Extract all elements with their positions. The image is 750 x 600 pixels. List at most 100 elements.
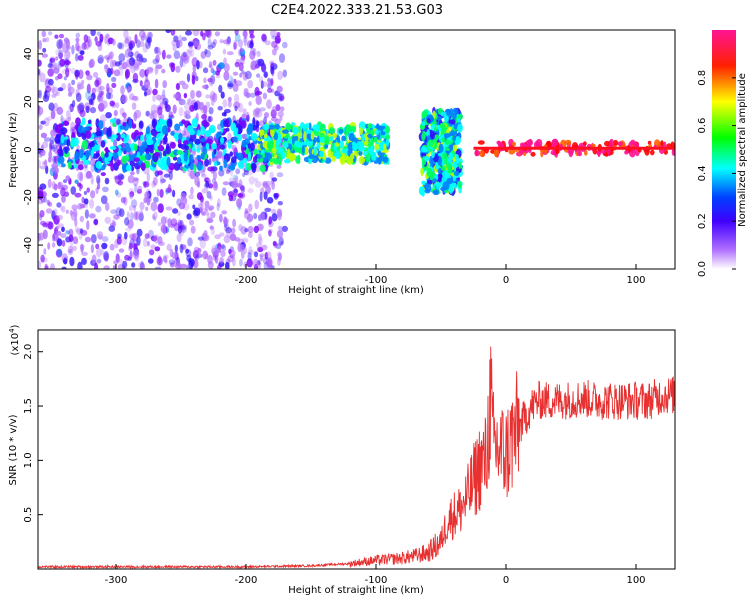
spectrogram-cell — [68, 86, 75, 95]
spectrogram-cell — [262, 182, 269, 189]
spectrogram-cell — [493, 147, 499, 158]
snr-y-ticks: 0.5 1.0 1.5 2.0 — [23, 344, 43, 523]
spectrogram-cell — [226, 51, 234, 56]
spectrogram-cell — [40, 144, 44, 154]
spectrogram-cell — [248, 203, 253, 212]
spectrogram-cell — [477, 140, 485, 145]
spectrogram-cell — [176, 150, 183, 155]
spectrogram-cell — [52, 146, 56, 153]
spectrogram-cell — [133, 58, 140, 69]
spectrogram-cell — [446, 162, 452, 170]
spectrogram-cell — [128, 57, 135, 66]
spectrogram-cell — [40, 220, 47, 226]
spectrogram-cell — [79, 228, 84, 234]
spectrogram-cell — [201, 169, 205, 176]
spectrogram-cell — [348, 158, 354, 164]
spectrogram-cell — [255, 95, 262, 106]
spectrogram-cell — [65, 175, 71, 181]
spectrogram-cell — [105, 112, 112, 119]
spectrogram-cell — [234, 237, 241, 242]
spectrogram-cell — [177, 211, 181, 216]
spectrogram-cell — [59, 58, 66, 67]
spectrogram-cell — [254, 199, 259, 210]
spectrogram-cell — [204, 253, 210, 260]
spectrogram-cell — [247, 151, 252, 161]
spectrogram-cell — [247, 232, 253, 238]
spectrogram-cell — [112, 265, 117, 269]
spectrogram-cell — [227, 255, 235, 263]
spectrogram-cell — [263, 133, 268, 139]
spectrogram-cell — [199, 125, 206, 136]
spectrogram-cell — [90, 190, 96, 199]
spectrogram-cell — [42, 47, 47, 53]
spectrogram-cell — [286, 148, 291, 159]
spectrogram-cell — [155, 64, 163, 70]
spectrogram-cell — [219, 257, 224, 264]
spectrogram-cell — [332, 132, 337, 139]
spectrogram-cell — [209, 225, 214, 230]
spectrogram-cell — [126, 164, 132, 172]
spectrogram-cell — [207, 166, 214, 172]
spectrogram-cell — [140, 260, 144, 269]
spectrogram-cell — [162, 49, 166, 60]
spectrogram-cell — [139, 68, 146, 78]
spectrogram-cell — [225, 227, 232, 234]
spectrogram-cell — [314, 123, 320, 132]
colorbar: 0.0 0.2 0.4 0.6 0.8 Normalized spectral ampl… — [697, 30, 748, 277]
spectrogram-cell — [124, 48, 131, 58]
spectrogram-cell — [173, 93, 179, 99]
spectrogram-cell — [38, 260, 42, 269]
spectrogram-cell — [52, 86, 59, 96]
spectrogram-cell — [212, 70, 217, 76]
spectrogram-cell — [259, 164, 266, 173]
spectrogram-cell — [671, 148, 675, 156]
spectrogram-cell — [441, 171, 448, 177]
spectrogram-cell — [134, 109, 142, 119]
spectrogram-cell — [61, 226, 65, 232]
spectrogram-cell — [246, 162, 251, 172]
spectrogram-cell — [172, 189, 176, 198]
spectrogram-cell — [115, 189, 119, 196]
y-tick-label: -40 — [23, 237, 34, 253]
spectrogram-cell — [88, 98, 94, 105]
spectrogram-cell — [432, 178, 438, 183]
spectrogram-cell — [339, 155, 346, 165]
spectrogram-cell — [264, 207, 272, 212]
spectrogram-cell — [80, 79, 85, 85]
spectrogram-cell — [246, 111, 250, 121]
spectrogram-cell — [203, 230, 208, 237]
spectrogram-cell — [430, 123, 436, 131]
spectrogram-cell — [98, 84, 102, 95]
spectrogram-cell — [319, 136, 325, 144]
spectrogram-cell — [358, 156, 365, 165]
spectrogram-cell — [438, 143, 444, 153]
spectrogram-cell — [134, 33, 138, 44]
spectrogram-cell — [94, 36, 98, 42]
spectrogram-cell — [257, 223, 264, 231]
spectrogram-cell — [236, 152, 243, 161]
spectrogram-cell — [250, 47, 255, 55]
spectrogram-cell — [113, 109, 118, 117]
spectrogram-cell — [144, 75, 149, 83]
spectrogram-cell — [331, 155, 336, 162]
spectrogram-cell — [110, 209, 117, 215]
spectrogram-cell — [448, 145, 454, 150]
spectrogram-cell — [176, 233, 182, 243]
spectrogram-cell — [178, 227, 185, 237]
spectrogram-cell — [143, 181, 150, 188]
spectrogram-cell — [279, 116, 283, 121]
spectrogram-cell — [530, 151, 536, 157]
spectrogram-cell — [512, 141, 516, 147]
spectrogram-cell — [59, 206, 64, 211]
spectrogram-cell — [227, 96, 232, 103]
spectrogram-cell — [195, 90, 202, 98]
spectrogram-cell — [441, 125, 447, 134]
spectrogram-cell — [345, 124, 352, 133]
spectrogram-cell — [258, 237, 263, 245]
spectrogram-cell — [178, 225, 183, 234]
spectrogram-cell — [172, 104, 177, 114]
x-tick-label: -300 — [105, 575, 128, 586]
spectrogram-cell — [219, 136, 225, 144]
spectrogram-cell — [139, 154, 145, 161]
spectrogram-cell — [498, 141, 505, 152]
